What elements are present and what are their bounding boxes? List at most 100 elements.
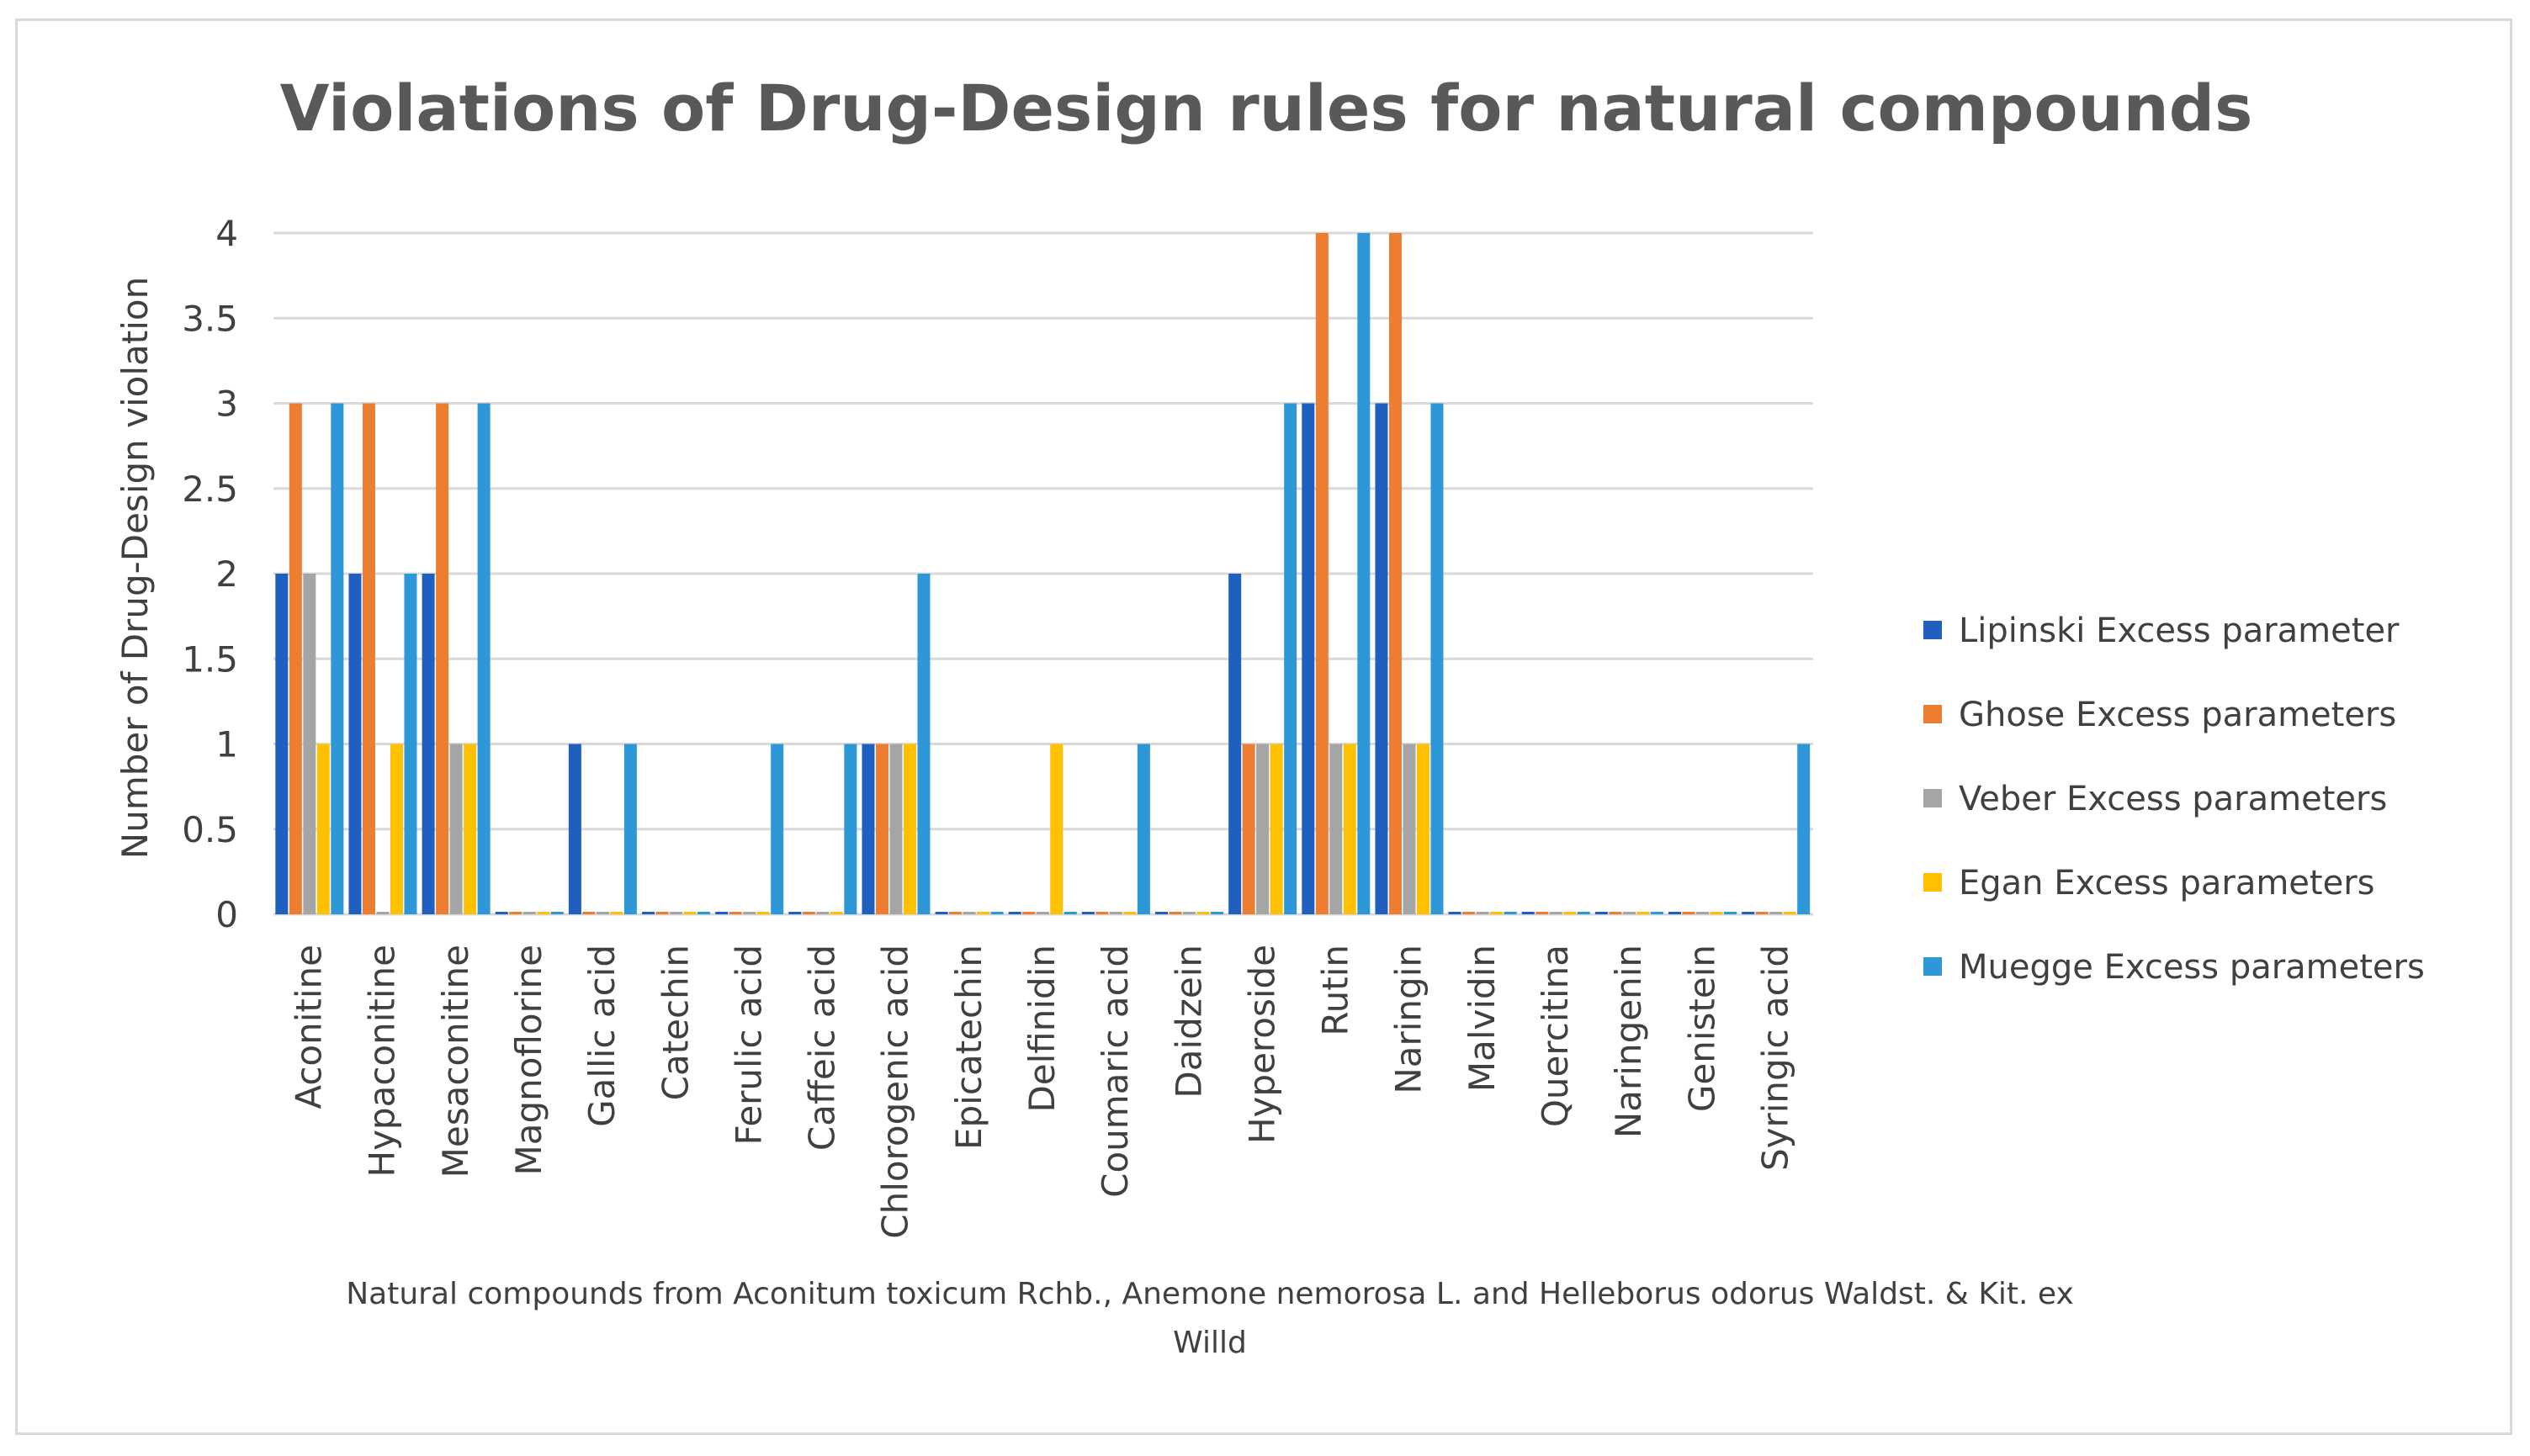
bar (1081, 912, 1095, 914)
bar (1403, 744, 1416, 914)
legend-swatch (1923, 705, 1942, 723)
bar (495, 912, 508, 914)
bar (1022, 912, 1036, 914)
bar (816, 912, 830, 914)
y-tick-label: 2.5 (182, 469, 238, 510)
bar (1755, 912, 1769, 914)
bar (802, 912, 815, 914)
bar (1169, 912, 1182, 914)
bar (1797, 744, 1811, 914)
bar (1284, 403, 1297, 914)
bar (404, 574, 417, 914)
y-tick-label: 4 (215, 213, 238, 254)
legend: Lipinski Excess parameter Ghose Excess pa… (1923, 612, 2425, 987)
y-tick-label: 1 (215, 724, 238, 765)
bar (1242, 744, 1255, 914)
bar (830, 912, 843, 914)
bar (862, 744, 875, 914)
bar (1668, 912, 1682, 914)
bar (1095, 912, 1109, 914)
x-tick-label: Aconitine (289, 945, 330, 1109)
bar (683, 912, 697, 914)
bar (348, 574, 362, 914)
legend-swatch (1923, 873, 1942, 892)
bar (1315, 233, 1329, 914)
bar (1329, 744, 1343, 914)
bar (623, 744, 637, 914)
bar (464, 744, 477, 914)
bar (1357, 233, 1371, 914)
bar (1549, 912, 1562, 914)
bar (889, 744, 903, 914)
y-tick-label: 3.5 (182, 298, 238, 339)
bar (977, 912, 990, 914)
bar (1636, 912, 1650, 914)
x-tick-label: Rutin (1315, 945, 1356, 1036)
bar (316, 744, 330, 914)
bar (1448, 912, 1461, 914)
bars-group (275, 233, 1811, 914)
legend-label: Egan Excess parameters (1959, 864, 2375, 903)
y-tick-label: 3 (215, 384, 238, 425)
bar (1594, 912, 1608, 914)
bar (1724, 912, 1737, 914)
y-tick-label: 2 (215, 553, 238, 595)
x-tick-label: Caffeic acid (802, 945, 843, 1151)
bar (1343, 744, 1356, 914)
bar (642, 912, 655, 914)
bar (449, 744, 463, 914)
bar (331, 403, 344, 914)
bar (1050, 744, 1063, 914)
bar (362, 403, 375, 914)
bar (1609, 912, 1622, 914)
bar (771, 744, 784, 914)
y-axis-ticks: 0 0.5 1 1.5 2 2.5 3 3.5 4 (182, 213, 238, 935)
bar (303, 574, 316, 914)
grid-lines (273, 231, 1813, 916)
legend-label: Veber Excess parameters (1959, 780, 2387, 818)
legend-swatch (1923, 957, 1942, 976)
bar (1490, 912, 1504, 914)
x-tick-label: Hyperoside (1241, 945, 1282, 1144)
bar (1109, 912, 1122, 914)
bar (390, 744, 403, 914)
bar (1228, 574, 1242, 914)
legend-swatch (1923, 789, 1942, 807)
bar (1462, 912, 1476, 914)
bar (1196, 912, 1210, 914)
x-tick-label: Hypaconitine (362, 945, 403, 1178)
bar (582, 912, 596, 914)
bar (1521, 912, 1535, 914)
bar (1563, 912, 1577, 914)
legend-label: Lipinski Excess parameter (1959, 612, 2400, 650)
bar (537, 912, 550, 914)
x-axis-label-line2: Willd (1173, 1326, 1247, 1360)
bar (963, 912, 976, 914)
bar (610, 912, 623, 914)
x-tick-label: Naringin (1388, 945, 1429, 1094)
x-tick-label: Magnoflorine (508, 945, 549, 1176)
bar (596, 912, 609, 914)
bar (743, 912, 756, 914)
x-tick-label: Epicatechin (948, 945, 989, 1150)
bar (1183, 912, 1196, 914)
bar (376, 912, 390, 914)
bar (917, 574, 931, 914)
bar (1710, 912, 1723, 914)
x-tick-label: Catechin (655, 945, 696, 1100)
bar (509, 912, 522, 914)
bar (1536, 912, 1549, 914)
x-tick-label: Malvidin (1461, 945, 1503, 1092)
bar (1476, 912, 1489, 914)
x-tick-label: Quercitina (1535, 945, 1576, 1127)
x-tick-label: Chlorogenic acid (875, 945, 916, 1239)
bar (655, 912, 669, 914)
bar (1137, 744, 1150, 914)
bar (436, 403, 449, 914)
bar (1783, 912, 1796, 914)
bar (1008, 912, 1021, 914)
bar (715, 912, 729, 914)
bar (788, 912, 802, 914)
bar (1063, 912, 1077, 914)
